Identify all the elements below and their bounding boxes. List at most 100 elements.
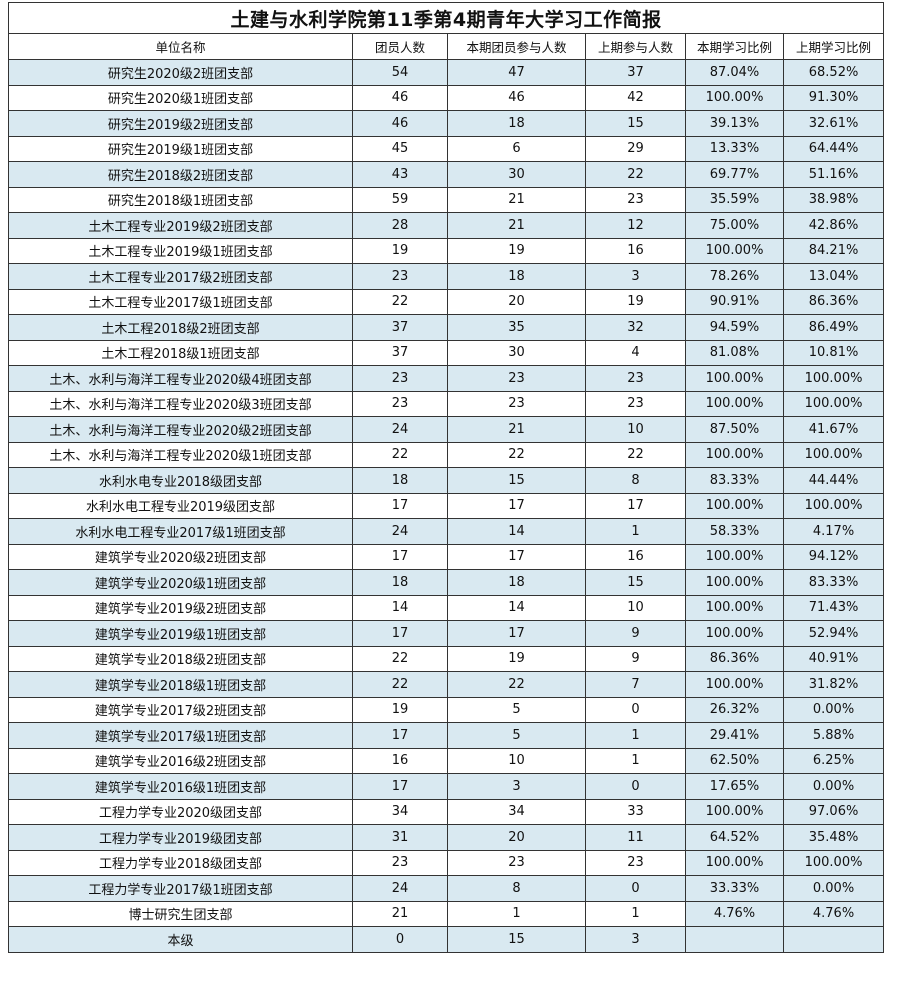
previous-participants-cell: 42 (585, 84, 686, 111)
current-ratio-cell: 100.00% (685, 390, 784, 417)
previous-ratio-cell: 71.43% (782, 594, 885, 621)
previous-ratio-cell: 13.04% (782, 263, 885, 290)
previous-participants-cell: 15 (585, 110, 686, 137)
current-participants-cell: 10 (447, 747, 586, 774)
member-count-cell: 37 (352, 339, 448, 366)
current-ratio-cell: 4.76% (685, 900, 784, 927)
table-row: 工程力学专业2020级团支部 34 34 33 100.00% 97.06% (8, 798, 885, 825)
table-row: 本级 0 15 3 (8, 926, 885, 953)
previous-participants-cell: 11 (585, 824, 686, 851)
previous-ratio-cell: 100.00% (782, 390, 885, 417)
previous-participants-cell: 3 (585, 926, 686, 953)
unit-name-cell: 水利水电工程专业2019级团支部 (8, 492, 353, 519)
unit-name-cell: 土木、水利与海洋工程专业2020级4班团支部 (8, 365, 353, 392)
previous-participants-cell: 16 (585, 237, 686, 264)
table-row: 建筑学专业2017级2班团支部 19 5 0 26.32% 0.00% (8, 696, 885, 723)
table-row: 土木工程2018级1班团支部 37 30 4 81.08% 10.81% (8, 339, 885, 366)
previous-ratio-cell: 83.33% (782, 569, 885, 596)
current-ratio-cell: 39.13% (685, 110, 784, 137)
column-header: 本期学习比例 (685, 33, 784, 60)
previous-participants-cell: 33 (585, 798, 686, 825)
table-row: 土木、水利与海洋工程专业2020级4班团支部 23 23 23 100.00% 100.0… (8, 365, 885, 392)
current-ratio-cell: 26.32% (685, 696, 784, 723)
current-ratio-cell: 100.00% (685, 798, 784, 825)
current-ratio-cell: 81.08% (685, 339, 784, 366)
previous-ratio-cell: 42.86% (782, 212, 885, 239)
member-count-cell: 21 (352, 900, 448, 927)
unit-name-cell: 建筑学专业2016级1班团支部 (8, 773, 353, 800)
table-row: 土木工程2018级2班团支部 37 35 32 94.59% 86.49% (8, 314, 885, 341)
member-count-cell: 23 (352, 849, 448, 876)
member-count-cell: 24 (352, 518, 448, 545)
member-count-cell: 46 (352, 84, 448, 111)
unit-name-cell: 水利水电工程专业2017级1班团支部 (8, 518, 353, 545)
previous-participants-cell: 0 (585, 773, 686, 800)
current-ratio-cell: 75.00% (685, 212, 784, 239)
current-participants-cell: 18 (447, 569, 586, 596)
previous-participants-cell: 1 (585, 900, 686, 927)
previous-participants-cell: 22 (585, 161, 686, 188)
table-row: 土木工程专业2017级1班团支部 22 20 19 90.91% 86.36% (8, 288, 885, 315)
current-ratio-cell: 100.00% (685, 441, 784, 468)
current-participants-cell: 18 (447, 263, 586, 290)
previous-ratio-cell: 0.00% (782, 875, 885, 902)
previous-participants-cell: 17 (585, 492, 686, 519)
previous-ratio-cell: 100.00% (782, 441, 885, 468)
member-count-cell: 17 (352, 620, 448, 647)
unit-name-cell: 建筑学专业2019级2班团支部 (8, 594, 353, 621)
current-participants-cell: 21 (447, 416, 586, 443)
table-row: 研究生2020级1班团支部 46 46 42 100.00% 91.30% (8, 84, 885, 111)
current-participants-cell: 17 (447, 543, 586, 570)
current-ratio-cell: 13.33% (685, 135, 784, 162)
member-count-cell: 24 (352, 875, 448, 902)
unit-name-cell: 建筑学专业2017级1班团支部 (8, 722, 353, 749)
unit-name-cell: 建筑学专业2016级2班团支部 (8, 747, 353, 774)
current-ratio-cell: 87.50% (685, 416, 784, 443)
previous-ratio-cell: 52.94% (782, 620, 885, 647)
current-ratio-cell: 100.00% (685, 84, 784, 111)
table-row: 建筑学专业2020级2班团支部 17 17 16 100.00% 94.12% (8, 543, 885, 570)
column-header: 上期学习比例 (782, 33, 885, 60)
member-count-cell: 23 (352, 263, 448, 290)
current-participants-cell: 23 (447, 390, 586, 417)
unit-name-cell: 建筑学专业2018级2班团支部 (8, 645, 353, 672)
unit-name-cell: 土木工程专业2019级2班团支部 (8, 212, 353, 239)
unit-name-cell: 工程力学专业2018级团支部 (8, 849, 353, 876)
current-participants-cell: 6 (447, 135, 586, 162)
current-participants-cell: 30 (447, 339, 586, 366)
previous-participants-cell: 37 (585, 59, 686, 86)
previous-participants-cell: 10 (585, 416, 686, 443)
current-participants-cell: 14 (447, 518, 586, 545)
current-participants-cell: 23 (447, 365, 586, 392)
previous-ratio-cell: 6.25% (782, 747, 885, 774)
previous-ratio-cell: 100.00% (782, 365, 885, 392)
previous-ratio-cell: 38.98% (782, 186, 885, 213)
member-count-cell: 43 (352, 161, 448, 188)
table-row: 建筑学专业2019级1班团支部 17 17 9 100.00% 52.94% (8, 620, 885, 647)
previous-ratio-cell: 41.67% (782, 416, 885, 443)
current-ratio-cell: 33.33% (685, 875, 784, 902)
previous-participants-cell: 29 (585, 135, 686, 162)
member-count-cell: 54 (352, 59, 448, 86)
current-participants-cell: 18 (447, 110, 586, 137)
current-ratio-cell: 17.65% (685, 773, 784, 800)
previous-participants-cell: 10 (585, 594, 686, 621)
table-row: 水利水电工程专业2017级1班团支部 24 14 1 58.33% 4.17% (8, 518, 885, 545)
unit-name-cell: 土木工程专业2019级1班团支部 (8, 237, 353, 264)
member-count-cell: 17 (352, 492, 448, 519)
current-participants-cell: 5 (447, 722, 586, 749)
previous-participants-cell: 15 (585, 569, 686, 596)
table-row: 建筑学专业2016级2班团支部 16 10 1 62.50% 6.25% (8, 747, 885, 774)
member-count-cell: 17 (352, 543, 448, 570)
current-participants-cell: 15 (447, 467, 586, 494)
member-count-cell: 18 (352, 467, 448, 494)
member-count-cell: 16 (352, 747, 448, 774)
unit-name-cell: 建筑学专业2017级2班团支部 (8, 696, 353, 723)
table-row: 建筑学专业2018级1班团支部 22 22 7 100.00% 31.82% (8, 671, 885, 698)
unit-name-cell: 建筑学专业2020级2班团支部 (8, 543, 353, 570)
current-participants-cell: 17 (447, 492, 586, 519)
previous-participants-cell: 9 (585, 620, 686, 647)
previous-ratio-cell: 64.44% (782, 135, 885, 162)
report-title: 土建与水利学院第11季第4期青年大学习工作简报 (7, 2, 885, 34)
member-count-cell: 34 (352, 798, 448, 825)
